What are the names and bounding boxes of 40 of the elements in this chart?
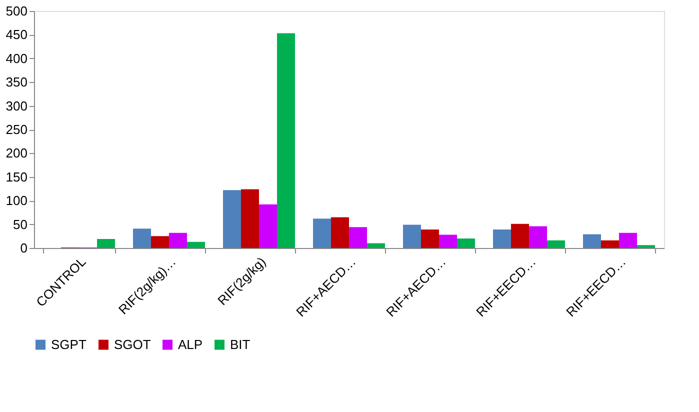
- bar: [403, 224, 421, 248]
- bar: [133, 228, 151, 248]
- legend-label: ALP: [178, 336, 203, 352]
- bar: [421, 230, 439, 248]
- bar: [349, 227, 367, 248]
- bar: [619, 232, 637, 248]
- bar: [187, 242, 205, 248]
- bar: [97, 238, 115, 248]
- y-tick-label: 150: [6, 169, 28, 184]
- bar: [259, 204, 277, 248]
- y-tick-label: 500: [6, 4, 28, 18]
- y-tick-label: 100: [6, 193, 28, 208]
- y-tick-label: 250: [6, 122, 28, 137]
- bar: [331, 217, 349, 248]
- bar: [169, 232, 187, 248]
- bar: [223, 190, 241, 248]
- y-tick-label: 450: [6, 27, 28, 42]
- bar: [601, 240, 619, 248]
- bar: [511, 224, 529, 248]
- bar: [439, 234, 457, 248]
- legend-label: BIT: [230, 336, 250, 352]
- bar: [457, 238, 475, 248]
- bar: [241, 189, 259, 248]
- legend-label: SGOT: [114, 336, 151, 352]
- bar: [637, 245, 655, 248]
- bar: [151, 236, 169, 248]
- y-tick-label: 200: [6, 146, 28, 161]
- bar: [313, 218, 331, 248]
- bar: [277, 33, 295, 248]
- legend-label: SGPT: [51, 336, 86, 352]
- bar: [583, 234, 601, 248]
- bar: [529, 226, 547, 248]
- y-tick-label: 50: [13, 216, 28, 232]
- y-tick-label: 300: [6, 98, 28, 114]
- y-tick-label: 0: [20, 240, 28, 256]
- bar: [367, 243, 385, 248]
- y-tick-label: 350: [6, 74, 28, 90]
- bar: [547, 240, 565, 248]
- y-tick-label: 400: [6, 50, 28, 66]
- bar: [493, 230, 511, 248]
